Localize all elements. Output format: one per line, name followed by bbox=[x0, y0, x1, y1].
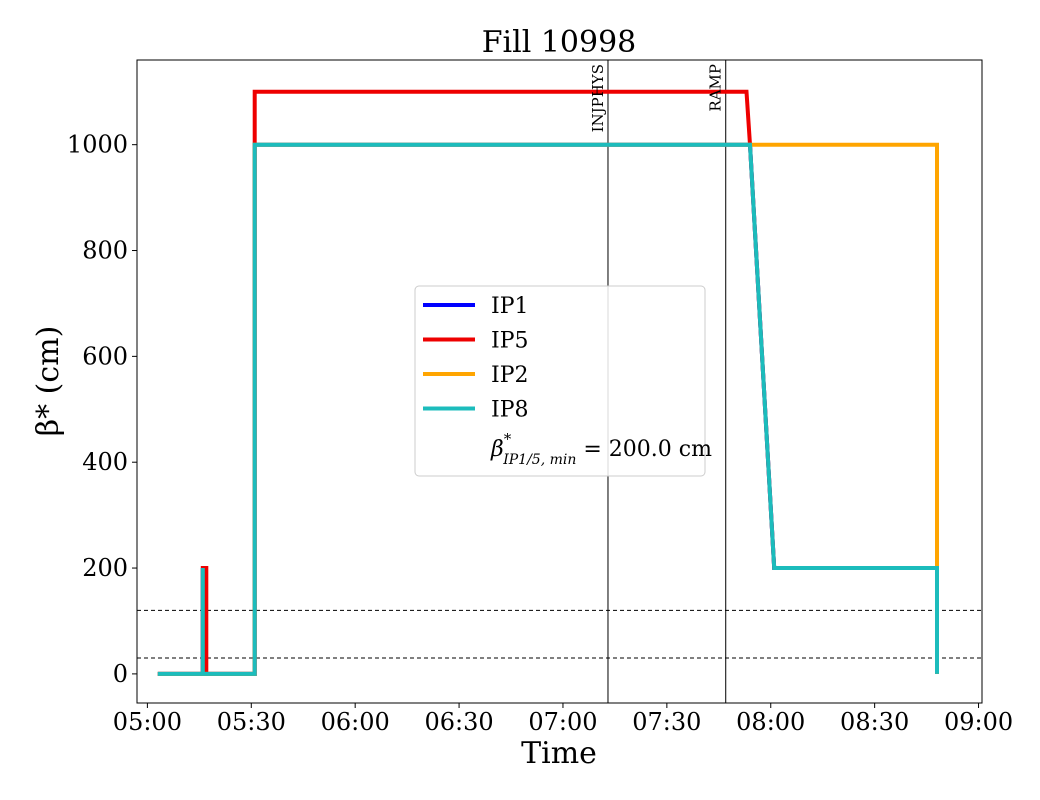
legend-label-ip8: IP8 bbox=[491, 398, 529, 423]
y-tick-label: 600 bbox=[82, 342, 128, 370]
legend-label-ip5: IP5 bbox=[491, 329, 529, 354]
x-tick-label: 08:30 bbox=[840, 708, 909, 736]
y-tick-label: 0 bbox=[113, 660, 128, 688]
x-tick-label: 07:30 bbox=[632, 708, 701, 736]
legend-label-ip2: IP2 bbox=[491, 363, 529, 388]
event-label-ramp: RAMP bbox=[707, 64, 725, 112]
legend-label-ip1: IP1 bbox=[491, 294, 529, 319]
beta-subscript: IP1/5, min bbox=[502, 452, 576, 468]
y-axis: 0 200 400 600 800 1000 bbox=[67, 131, 137, 688]
series-line-ip8 bbox=[157, 142, 939, 676]
beta-superscript: * bbox=[504, 430, 512, 448]
beta-symbol: β bbox=[490, 437, 504, 462]
y-tick-label: 1000 bbox=[67, 131, 128, 159]
x-tick-label: 06:30 bbox=[424, 708, 493, 736]
chart-title: Fill 10998 bbox=[482, 25, 637, 60]
x-tick-label: 09:00 bbox=[944, 708, 1013, 736]
y-tick-label: 800 bbox=[82, 237, 128, 265]
x-axis: 05:00 05:30 06:00 06:30 07:00 07:30 08:00 08:30… bbox=[113, 703, 1013, 736]
plot-frame bbox=[136, 59, 983, 704]
x-axis-label: Time bbox=[521, 736, 597, 771]
legend: IP1 IP5 IP2 IP8 β* IP1/5, min = 200.0 cm bbox=[414, 285, 712, 477]
x-tick-label: 05:00 bbox=[113, 708, 182, 736]
y-tick-label: 400 bbox=[82, 448, 128, 476]
beta-min-value: = 200.0 cm bbox=[576, 437, 712, 462]
plot-area: INJPHYS RAMP bbox=[137, 60, 982, 703]
x-tick-label: 05:30 bbox=[217, 708, 286, 736]
event-label-injphys: INJPHYS bbox=[589, 64, 607, 132]
legend-frame bbox=[414, 285, 706, 477]
x-tick-label: 08:00 bbox=[736, 708, 805, 736]
y-axis-label: β* (cm) bbox=[31, 326, 66, 437]
x-tick-label: 07:00 bbox=[528, 708, 597, 736]
x-tick-label: 06:00 bbox=[321, 708, 390, 736]
y-tick-label: 200 bbox=[82, 554, 128, 582]
legend-entry-beta-min: β* IP1/5, min = 200.0 cm bbox=[490, 430, 712, 468]
